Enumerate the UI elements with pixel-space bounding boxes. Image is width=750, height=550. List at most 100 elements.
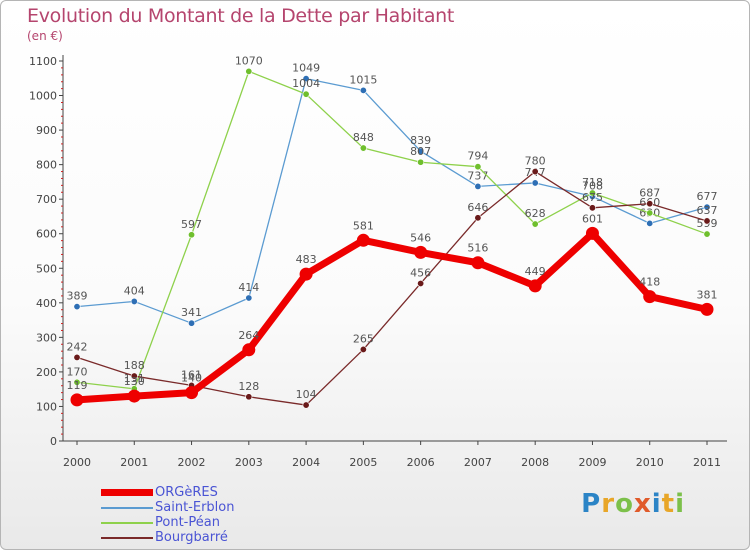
data-point	[302, 401, 310, 409]
data-label: 687	[639, 187, 660, 200]
x-tick-label: 2000	[63, 456, 91, 469]
data-label: 389	[67, 290, 88, 303]
data-label: 449	[525, 265, 546, 278]
y-tick-label: 800	[36, 159, 57, 172]
legend-swatch-orgeres	[101, 489, 153, 496]
data-label: 161	[181, 368, 202, 381]
data-point	[245, 393, 253, 401]
data-label: 675	[582, 191, 603, 204]
y-tick-label: 500	[36, 262, 57, 275]
data-point	[73, 378, 81, 386]
data-point	[73, 353, 81, 361]
data-label: 404	[124, 284, 145, 297]
y-tick-label: 400	[36, 297, 57, 310]
data-label: 265	[353, 332, 374, 345]
data-label: 456	[410, 266, 431, 279]
data-point	[474, 182, 482, 190]
data-label: 581	[353, 219, 374, 232]
data-label: 414	[238, 281, 259, 294]
data-point	[528, 279, 542, 293]
data-label: 341	[181, 306, 202, 319]
data-label: 140	[181, 372, 202, 385]
data-point	[130, 372, 138, 380]
data-point	[643, 290, 657, 304]
data-label: 1015	[349, 73, 377, 86]
y-tick-label: 600	[36, 228, 57, 241]
data-point	[471, 256, 485, 270]
y-tick-label: 900	[36, 124, 57, 137]
data-point	[359, 144, 367, 152]
legend-label-pont-pean: Pont-Péan	[155, 515, 220, 530]
data-point	[414, 245, 428, 259]
data-point	[302, 90, 310, 98]
data-label: 637	[697, 204, 718, 217]
y-tick-label: 300	[36, 331, 57, 344]
data-point	[531, 168, 539, 176]
data-point	[646, 209, 654, 217]
data-label: 780	[525, 155, 546, 168]
data-point	[700, 302, 714, 316]
data-point	[531, 220, 539, 228]
data-label: 794	[467, 150, 488, 163]
data-label: 839	[410, 134, 431, 147]
data-point	[185, 386, 199, 400]
data-point	[585, 226, 599, 240]
y-tick-label: 100	[36, 400, 57, 413]
series-line	[76, 70, 708, 390]
data-label: 807	[410, 145, 431, 158]
data-point	[417, 279, 425, 287]
data-point	[531, 179, 539, 187]
y-tick-label: 0	[50, 435, 57, 448]
data-point	[417, 158, 425, 166]
legend-swatch-bourgbarre	[101, 537, 153, 539]
data-label: 418	[639, 276, 660, 289]
data-point	[703, 230, 711, 238]
y-tick-label: 700	[36, 193, 57, 206]
data-point	[588, 189, 596, 197]
proxiti-logo: Proxiti	[581, 489, 685, 519]
data-label: 628	[525, 207, 546, 220]
data-point	[245, 294, 253, 302]
data-point	[474, 163, 482, 171]
data-label: 708	[582, 179, 603, 192]
x-tick-label: 2006	[407, 456, 435, 469]
data-point	[703, 203, 711, 211]
data-point	[646, 200, 654, 208]
y-tick-label: 1100	[29, 55, 57, 68]
data-point	[188, 319, 196, 327]
series-line	[76, 170, 708, 406]
x-tick-label: 2003	[235, 456, 263, 469]
data-point	[188, 231, 196, 239]
data-point	[130, 297, 138, 305]
data-label: 1070	[235, 54, 263, 67]
series-line	[76, 77, 708, 324]
y-tick-label: 1000	[29, 90, 57, 103]
data-point	[302, 75, 310, 83]
data-point	[127, 389, 141, 403]
data-point	[245, 67, 253, 75]
data-point	[359, 86, 367, 94]
data-point	[646, 219, 654, 227]
data-point	[242, 343, 256, 357]
data-label: 242	[67, 340, 88, 353]
legend-label-orgeres: ORGèRES	[155, 485, 218, 500]
data-label: 381	[697, 288, 718, 301]
data-label: 264	[238, 329, 259, 342]
legend-swatch-saint-erblon	[101, 507, 153, 509]
x-tick-label: 2011	[693, 456, 721, 469]
data-point	[417, 147, 425, 155]
data-point	[356, 233, 370, 247]
series-line	[73, 229, 711, 404]
data-label: 1049	[292, 62, 320, 75]
data-label: 1004	[292, 77, 320, 90]
x-tick-label: 2009	[578, 456, 606, 469]
data-label: 104	[296, 388, 317, 401]
chart-title: Evolution du Montant de la Dette par Hab…	[27, 5, 455, 27]
data-point	[73, 303, 81, 311]
y-tick-label: 200	[36, 366, 57, 379]
data-point	[588, 204, 596, 212]
data-label: 119	[67, 379, 88, 392]
data-label: 546	[410, 231, 431, 244]
legend-label-bourgbarre: Bourgbarré	[155, 530, 228, 545]
